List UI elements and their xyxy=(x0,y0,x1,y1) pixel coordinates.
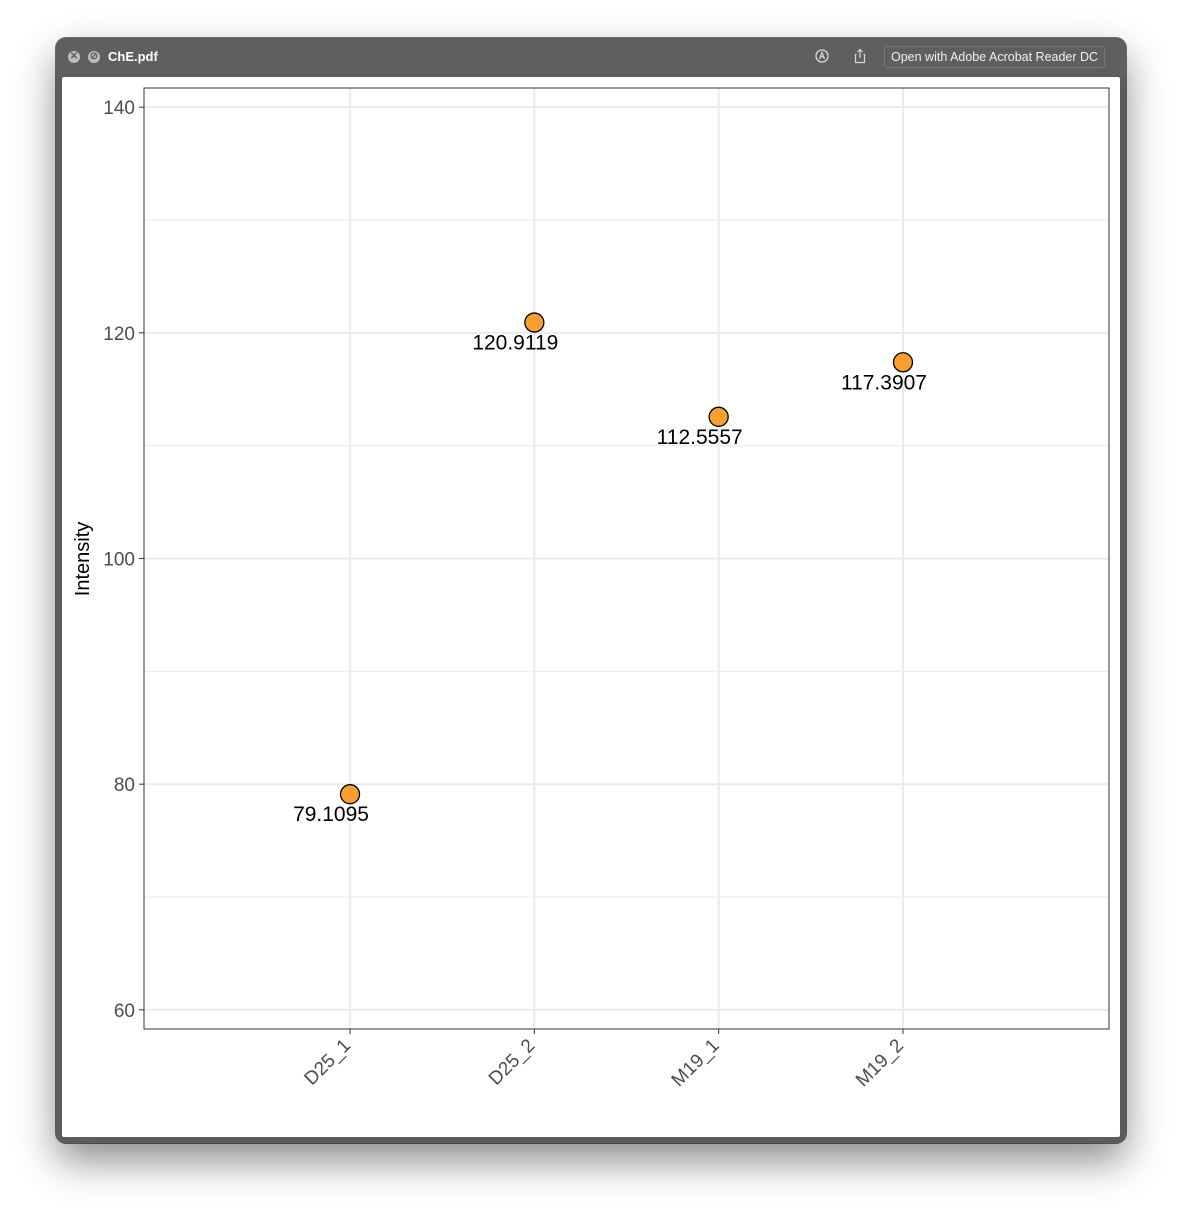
x-tick-label: D25_1 xyxy=(301,1035,355,1089)
share-icon[interactable] xyxy=(852,48,868,64)
data-label: 79.1095 xyxy=(293,803,369,826)
disabled-icon[interactable]: ⊘ xyxy=(88,51,100,63)
y-tick-label: 120 xyxy=(103,324,135,345)
data-label: 120.9119 xyxy=(472,332,558,355)
y-tick-label: 80 xyxy=(114,775,135,796)
x-tick-label: D25_2 xyxy=(485,1035,539,1089)
y-tick-label: 140 xyxy=(103,98,135,119)
data-point xyxy=(524,312,545,333)
data-label: 117.3907 xyxy=(841,371,927,394)
data-label: 112.5557 xyxy=(657,426,743,449)
window-title: ChE.pdf xyxy=(108,49,158,64)
x-tick-label: M19_1 xyxy=(668,1035,724,1091)
open-with-acrobat-button[interactable]: Open with Adobe Acrobat Reader DC xyxy=(884,46,1106,68)
data-point xyxy=(708,406,729,427)
title-bar: ✕ ⊘ ChE.pdf Open with Adobe Acrobat Read… xyxy=(56,38,1126,76)
pdf-content: 60 80 100 120 140 D25_1 D25_2 M19_1 M19_2 79.10… xyxy=(62,77,1120,1137)
data-point xyxy=(339,784,361,805)
y-tick-label: 100 xyxy=(103,550,135,571)
y-axis-label: Intensity xyxy=(72,522,94,596)
pdf-viewer-window: ✕ ⊘ ChE.pdf Open with Adobe Acrobat Read… xyxy=(56,38,1126,1143)
scatter-chart: 60 80 100 120 140 D25_1 D25_2 M19_1 M19_2 79.10… xyxy=(72,87,1110,1091)
close-icon[interactable]: ✕ xyxy=(68,51,80,63)
markup-icon[interactable] xyxy=(814,48,830,64)
x-tick-label: M19_2 xyxy=(852,1035,908,1091)
y-tick-label: 60 xyxy=(114,1001,135,1022)
data-point xyxy=(892,352,914,373)
